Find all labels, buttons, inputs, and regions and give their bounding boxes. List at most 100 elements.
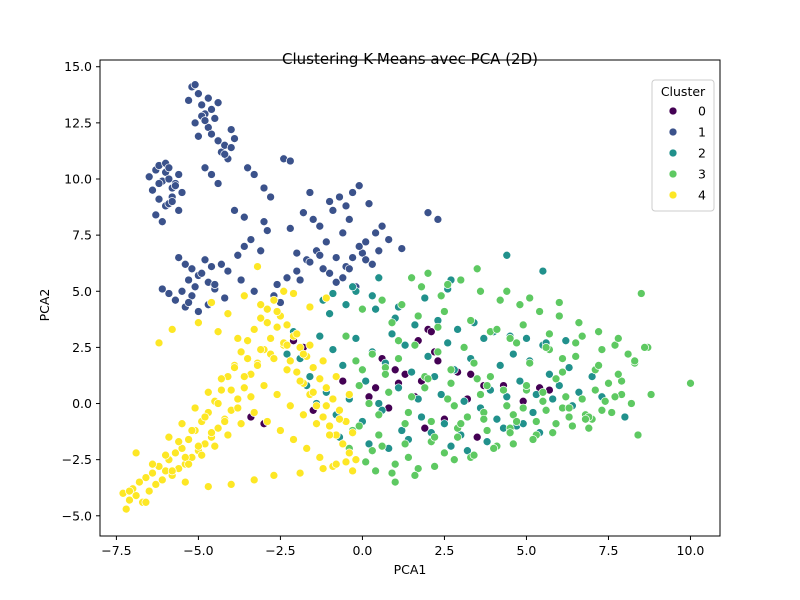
data-point <box>505 428 515 438</box>
data-point <box>440 419 449 429</box>
data-point <box>508 349 518 359</box>
data-point <box>502 250 512 260</box>
data-point <box>200 255 210 265</box>
data-point <box>203 387 213 397</box>
data-point <box>371 383 380 393</box>
data-point <box>141 497 151 507</box>
data-point <box>256 300 266 310</box>
data-point <box>423 374 433 384</box>
data-point <box>157 284 167 294</box>
data-point <box>413 311 423 321</box>
data-point <box>272 390 282 399</box>
data-point <box>541 405 551 415</box>
data-point <box>472 432 482 442</box>
data-point <box>184 459 193 469</box>
data-point <box>200 412 210 422</box>
data-point <box>207 298 216 307</box>
points-layer <box>118 80 695 514</box>
data-point <box>328 345 338 354</box>
legend-marker <box>668 169 678 179</box>
data-point <box>325 309 334 319</box>
legend-item: 3 <box>668 167 706 182</box>
data-point <box>213 136 223 146</box>
data-point <box>417 412 426 422</box>
data-point <box>177 188 187 197</box>
data-point <box>226 385 236 395</box>
data-point <box>535 307 544 316</box>
data-point <box>610 392 620 402</box>
data-point <box>407 367 416 377</box>
data-point <box>289 435 298 444</box>
data-point <box>256 313 266 323</box>
data-point <box>312 419 321 429</box>
data-point <box>361 255 371 265</box>
data-point <box>239 212 249 222</box>
data-point <box>259 217 269 227</box>
data-point <box>613 334 623 343</box>
data-point <box>426 327 436 337</box>
data-point <box>259 381 269 390</box>
data-point <box>207 129 216 139</box>
legend-label: 4 <box>698 188 706 203</box>
data-point <box>217 259 226 269</box>
data-point <box>476 390 485 399</box>
data-point <box>226 480 236 489</box>
plot-frame <box>99 59 721 537</box>
data-point <box>223 430 233 440</box>
data-point <box>374 246 384 256</box>
data-point <box>377 441 387 451</box>
x-axis-label: PCA1 <box>394 562 427 577</box>
data-point <box>249 286 259 296</box>
data-point <box>299 410 308 420</box>
data-point <box>246 392 256 402</box>
data-point <box>525 358 535 368</box>
y-tick-label: 12.5 <box>64 115 92 130</box>
data-point <box>397 300 407 310</box>
series-3 <box>341 264 695 487</box>
data-point <box>217 374 226 384</box>
data-point <box>131 448 141 458</box>
data-point <box>394 383 403 393</box>
data-point <box>538 387 548 397</box>
data-point <box>348 466 357 476</box>
data-point <box>292 367 302 377</box>
data-point <box>545 329 554 339</box>
data-point <box>292 329 302 339</box>
data-point <box>135 477 144 487</box>
x-axis: −7.5 −5.0 −2.5 0.0 2.5 5.0 7.5 10.0 <box>101 536 704 558</box>
data-point <box>528 435 538 444</box>
y-tick-label: −5.0 <box>62 508 92 523</box>
data-point <box>545 369 554 379</box>
data-point <box>433 347 443 357</box>
data-point <box>558 367 567 377</box>
data-point <box>528 408 538 417</box>
data-point <box>338 361 348 370</box>
y-tick-label: 15.0 <box>64 59 92 74</box>
data-point <box>184 435 193 444</box>
data-point <box>200 116 210 125</box>
data-point <box>571 338 581 348</box>
data-point <box>410 471 420 480</box>
data-point <box>194 441 203 451</box>
data-point <box>338 376 348 386</box>
data-point <box>299 208 308 218</box>
data-point <box>256 345 266 354</box>
data-point <box>371 228 380 238</box>
data-point <box>328 394 338 404</box>
data-point <box>207 428 216 438</box>
data-point <box>318 412 328 422</box>
legend-item: 4 <box>668 188 706 203</box>
data-point <box>262 318 272 328</box>
data-point <box>171 295 180 305</box>
data-point <box>125 486 134 496</box>
legend-marker <box>668 190 678 200</box>
data-point <box>443 338 453 348</box>
data-point <box>341 201 351 211</box>
data-point <box>633 430 643 440</box>
data-point <box>190 80 200 90</box>
data-point <box>627 399 636 408</box>
data-point <box>335 405 344 415</box>
data-point <box>210 280 220 289</box>
data-point <box>551 374 561 384</box>
y-axis: −5.0 −2.5 0.0 2.5 5.0 7.5 10.0 12.5 15.0 <box>62 59 100 523</box>
